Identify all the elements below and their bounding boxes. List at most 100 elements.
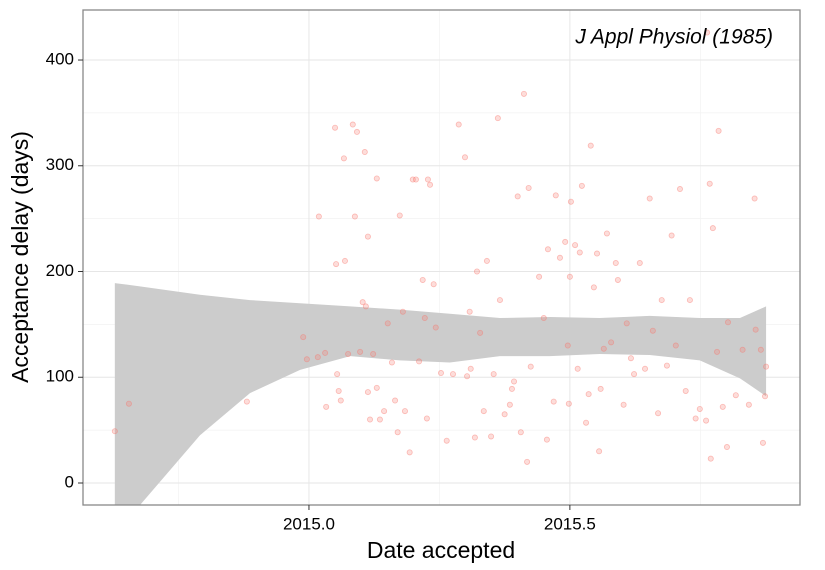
point	[490, 371, 497, 378]
point	[381, 408, 388, 415]
point	[467, 365, 474, 372]
y-axis-label: Acceptance delay (days)	[7, 131, 33, 383]
point	[406, 449, 413, 456]
point	[373, 384, 380, 391]
y-tick-label: 0	[65, 472, 74, 491]
axes: 2015.0 2015.5 0 100 200 300 400	[46, 50, 596, 534]
point	[646, 195, 653, 202]
point	[552, 192, 559, 199]
point	[597, 385, 604, 392]
point	[751, 195, 758, 202]
point	[536, 273, 543, 280]
point	[401, 408, 408, 415]
point	[314, 354, 321, 361]
grid	[83, 10, 800, 505]
point	[421, 315, 428, 322]
x-tick-label: 2015.5	[544, 514, 596, 533]
point	[315, 213, 322, 220]
point	[243, 398, 250, 405]
point	[668, 232, 675, 239]
point	[745, 401, 752, 408]
point	[658, 297, 665, 304]
point	[514, 193, 521, 200]
point	[614, 276, 621, 283]
point	[367, 416, 374, 423]
y-tick-label: 300	[46, 155, 74, 174]
point	[399, 308, 406, 315]
point	[455, 121, 462, 128]
point	[709, 225, 716, 232]
point	[477, 329, 484, 336]
point	[587, 142, 594, 149]
annotation: J Appl Physiol (1985)	[574, 26, 773, 49]
point	[419, 276, 426, 283]
point	[300, 334, 307, 341]
point	[565, 400, 572, 407]
point	[423, 415, 430, 422]
point	[349, 121, 356, 128]
point	[394, 429, 401, 436]
point	[608, 339, 615, 346]
point	[111, 428, 118, 435]
point	[480, 408, 487, 415]
confidence-ribbon	[114, 283, 767, 505]
point	[364, 389, 371, 396]
point	[449, 371, 456, 378]
point	[682, 388, 689, 395]
point	[337, 397, 344, 404]
point	[723, 444, 730, 451]
point	[704, 29, 711, 36]
point	[572, 242, 579, 249]
point	[583, 419, 590, 426]
point	[125, 400, 132, 407]
point	[437, 370, 444, 377]
point	[556, 254, 563, 261]
point	[631, 371, 638, 378]
point	[520, 90, 527, 97]
point	[757, 346, 764, 353]
x-axis-label: Date accepted	[367, 537, 515, 563]
point	[471, 434, 478, 441]
plot-border	[82, 9, 801, 506]
point	[464, 373, 471, 380]
point	[623, 320, 630, 327]
points-layer	[111, 29, 770, 465]
point	[732, 392, 739, 399]
point	[370, 350, 377, 357]
point	[525, 184, 532, 191]
point	[508, 385, 515, 392]
point	[359, 299, 366, 306]
point	[714, 348, 721, 355]
point	[473, 268, 480, 275]
point	[361, 149, 368, 156]
point	[636, 260, 643, 267]
point	[550, 398, 557, 405]
point	[334, 371, 341, 378]
y-tick-label: 100	[46, 367, 74, 386]
point	[703, 417, 710, 424]
point	[488, 433, 495, 440]
ribbon-layer	[114, 283, 767, 505]
point	[506, 401, 513, 408]
point	[715, 127, 722, 134]
point	[544, 246, 551, 253]
point	[642, 365, 649, 372]
point	[612, 260, 619, 267]
point	[696, 405, 703, 412]
point	[620, 401, 627, 408]
point	[351, 213, 358, 220]
point	[672, 342, 679, 349]
point	[396, 212, 403, 219]
point	[511, 378, 518, 385]
point	[540, 315, 547, 322]
point	[340, 155, 347, 162]
point	[494, 115, 501, 122]
point	[362, 303, 369, 310]
point	[424, 176, 431, 183]
point	[412, 176, 419, 183]
point	[603, 230, 610, 237]
point	[752, 326, 759, 333]
point	[576, 249, 583, 256]
point	[483, 257, 490, 264]
